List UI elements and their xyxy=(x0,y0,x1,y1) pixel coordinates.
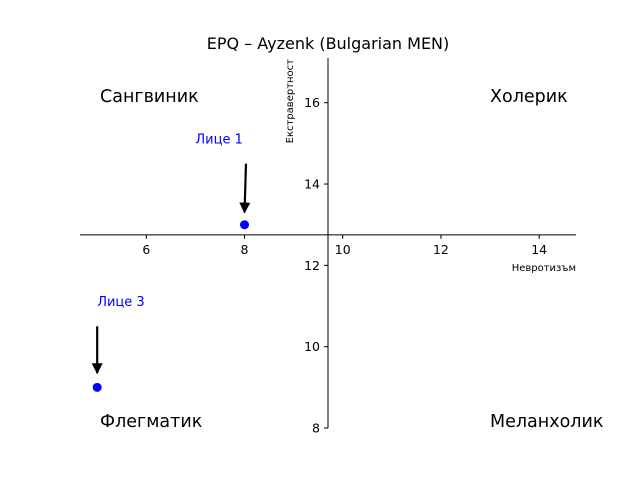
axes xyxy=(80,58,576,428)
y-axis-label: Екстравертност xyxy=(285,59,296,144)
data-point xyxy=(240,220,250,230)
y-tick-label: 10 xyxy=(304,339,320,354)
x-tick-label: 14 xyxy=(531,242,547,257)
point-label: Лице 1 xyxy=(195,132,242,147)
x-tick-label: 8 xyxy=(241,242,249,257)
x-tick-label: 10 xyxy=(335,242,351,257)
x-tick-label: 12 xyxy=(433,242,449,257)
chart-title: EPQ – Ayzenk (Bulgarian MEN) xyxy=(207,34,450,53)
quadrant-label-melancholic: Меланхолик xyxy=(490,412,603,432)
quadrant-label-choleric: Холерик xyxy=(490,87,568,107)
x-tick-label: 6 xyxy=(142,242,150,257)
data-point xyxy=(92,382,102,392)
quadrant-label-sanguine: Сангвиник xyxy=(100,87,199,107)
quadrant-label-phlegmatic: Флегматик xyxy=(100,412,202,432)
points: Лице 1 Лице 3 xyxy=(91,132,251,392)
y-tick-label: 16 xyxy=(304,95,320,110)
annotation-arrow xyxy=(239,163,251,214)
y-tick-label: 12 xyxy=(304,258,320,273)
y-tick-label: 8 xyxy=(312,421,320,436)
y-tick-label: 14 xyxy=(304,177,320,192)
ticks: 6 8 10 12 14 8 10 12 14 16 xyxy=(142,95,547,435)
x-axis-label: Невротизъм xyxy=(512,263,576,274)
point-label: Лице 3 xyxy=(97,295,144,310)
